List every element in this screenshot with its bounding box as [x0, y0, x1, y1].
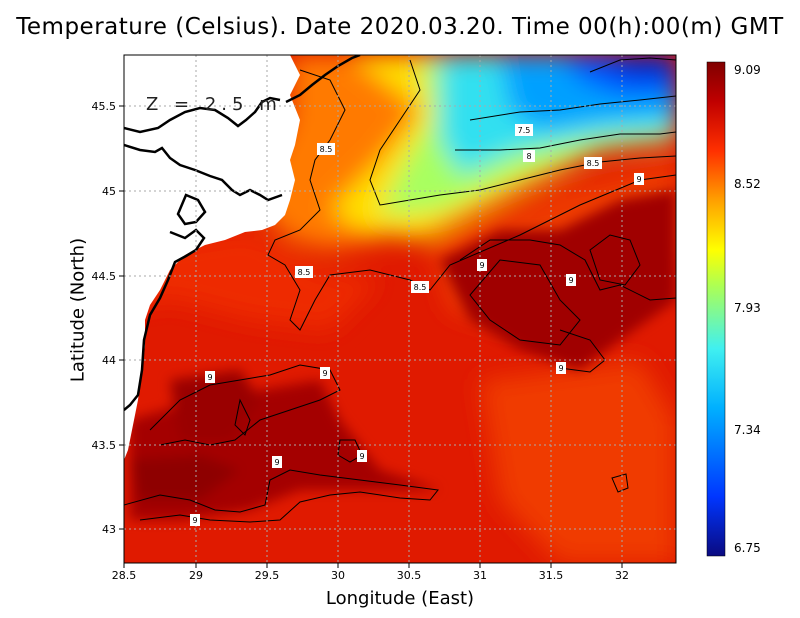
- x-axis-ticks: [123, 563, 623, 568]
- contour-label: 9: [558, 364, 563, 373]
- x-tick-label: 31.5: [539, 569, 564, 582]
- contours: [124, 57, 676, 523]
- y-tick-label: 44: [102, 354, 116, 367]
- map-title: Temperature (Celsius). Date 2020.03.20. …: [16, 14, 784, 40]
- colorbar-tick-labels: 9.09 8.52 7.93 7.34 6.75: [734, 63, 761, 555]
- x-axis-label: Longitude (East): [325, 588, 475, 609]
- x-tick-label: 29.5: [255, 569, 280, 582]
- contour-label: 9: [479, 261, 484, 270]
- y-tick-label: 45: [102, 185, 116, 198]
- contour-label: 9: [207, 373, 212, 382]
- y-tick-label: 43: [102, 523, 116, 536]
- x-tick-label: 28.5: [112, 569, 137, 582]
- colorbar-tick-label: 7.93: [734, 301, 761, 315]
- x-tick-label: 30: [331, 569, 345, 582]
- y-axis-ticks: [119, 105, 124, 530]
- contour-label: 7.5: [518, 126, 531, 135]
- contour-label: 9: [322, 369, 327, 378]
- contour-label: 8.5: [414, 283, 427, 292]
- colorbar-tick-label: 7.34: [734, 423, 761, 437]
- colorbar-gradient: [706, 61, 726, 557]
- contour-label: 8.5: [320, 145, 333, 154]
- contour-labels: 7.5 8 8.5 8.5 8.5 8.5 9 9 9 9 9 9 9 9 9: [190, 124, 644, 526]
- y-tick-label: 44.5: [92, 270, 117, 283]
- x-tick-label: 29: [189, 569, 203, 582]
- x-tick-label: 32: [615, 569, 629, 582]
- colorbar-tick-label: 8.52: [734, 177, 761, 191]
- x-tick-label: 30.5: [397, 569, 422, 582]
- x-tick-label: 31: [473, 569, 487, 582]
- contour-label: 9: [274, 458, 279, 467]
- coastline: [124, 55, 361, 411]
- contour-label: 9: [636, 175, 641, 184]
- y-axis-label: Latitude (North): [67, 237, 89, 383]
- contour-label: 9: [192, 516, 197, 525]
- x-axis-tick-labels: 28.5 29 29.5 30 30.5 31 31.5 32: [112, 569, 629, 582]
- contour-label: 8.5: [587, 159, 600, 168]
- contour-label: 8.5: [298, 268, 311, 277]
- contour-label: 9: [568, 276, 573, 285]
- map-grid: [124, 55, 676, 563]
- colorbar-tick-label: 9.09: [734, 63, 761, 77]
- depth-label: Z = 2.5 m: [146, 94, 282, 115]
- contour-label: 8: [526, 152, 531, 161]
- y-tick-label: 45.5: [92, 100, 117, 113]
- y-axis-tick-labels: 43 43.5 44 44.5 45 45.5: [92, 100, 117, 536]
- plot-frame: [123, 54, 677, 564]
- contour-label: 9: [359, 452, 364, 461]
- colorbar-tick-label: 6.75: [734, 541, 761, 555]
- y-tick-label: 43.5: [92, 439, 117, 452]
- colorbar: 9.09 8.52 7.93 7.34 6.75: [706, 61, 761, 557]
